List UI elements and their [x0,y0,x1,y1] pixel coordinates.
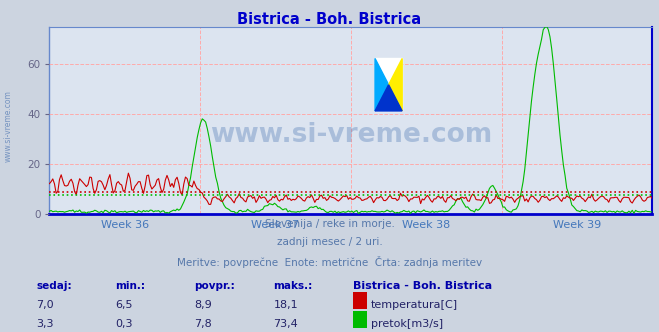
Polygon shape [375,58,389,111]
Text: www.si-vreme.com: www.si-vreme.com [210,123,492,148]
Polygon shape [389,58,402,111]
Text: Slovenija / reke in morje.: Slovenija / reke in morje. [264,219,395,229]
Text: povpr.:: povpr.: [194,281,235,290]
Text: Meritve: povprečne  Enote: metrične  Črta: zadnja meritev: Meritve: povprečne Enote: metrične Črta:… [177,256,482,268]
Text: maks.:: maks.: [273,281,313,290]
Text: 7,8: 7,8 [194,319,212,329]
Text: Bistrica - Boh. Bistrica: Bistrica - Boh. Bistrica [353,281,492,290]
Text: min.:: min.: [115,281,146,290]
Text: sedaj:: sedaj: [36,281,72,290]
Text: www.si-vreme.com: www.si-vreme.com [3,90,13,162]
Text: pretok[m3/s]: pretok[m3/s] [371,319,443,329]
Text: 18,1: 18,1 [273,300,298,310]
Polygon shape [375,58,402,111]
Text: temperatura[C]: temperatura[C] [371,300,458,310]
Text: 3,3: 3,3 [36,319,54,329]
Text: Bistrica - Boh. Bistrica: Bistrica - Boh. Bistrica [237,12,422,27]
Text: 8,9: 8,9 [194,300,212,310]
Text: zadnji mesec / 2 uri.: zadnji mesec / 2 uri. [277,237,382,247]
Text: 73,4: 73,4 [273,319,299,329]
Text: 7,0: 7,0 [36,300,54,310]
Polygon shape [375,85,402,111]
Text: 0,3: 0,3 [115,319,133,329]
Text: 6,5: 6,5 [115,300,133,310]
